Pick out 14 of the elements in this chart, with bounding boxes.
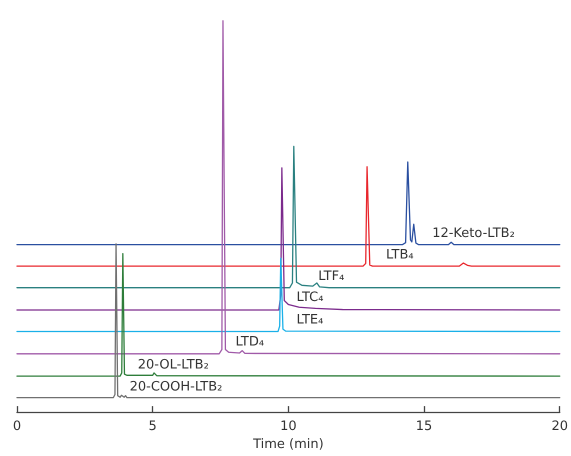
annotation: 20-COOH-LTB₂ xyxy=(130,380,222,395)
x-tick-label: 5 xyxy=(148,419,157,434)
x-tick-label: 15 xyxy=(416,419,432,434)
x-axis-title: Time (min) xyxy=(252,437,324,452)
annotation: LTB₄ xyxy=(386,247,414,262)
x-tick-label: 20 xyxy=(551,419,568,434)
annotation: LTF₄ xyxy=(318,268,344,284)
annotation: LTE₄ xyxy=(296,312,324,328)
annotation: LTD₄ xyxy=(235,334,264,350)
annotation: 12-Keto-LTB₂ xyxy=(432,226,515,241)
annotation: LTC₄ xyxy=(296,290,324,306)
x-tick-label: 10 xyxy=(280,419,297,434)
annotation: 20-OL-LTB₂ xyxy=(138,357,209,372)
x-tick-label: 0 xyxy=(12,419,22,434)
